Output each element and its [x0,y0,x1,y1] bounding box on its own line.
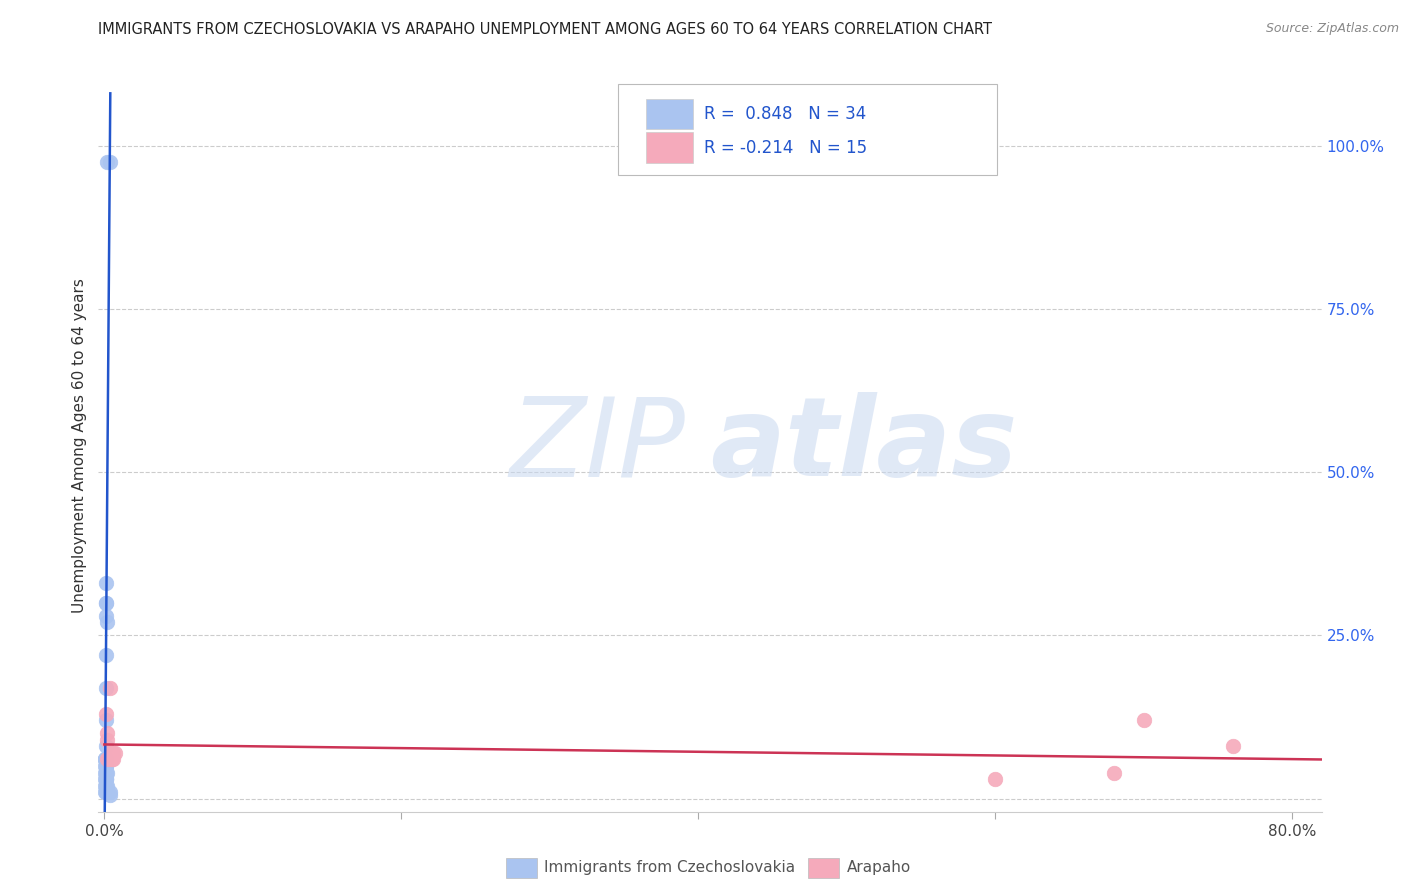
Point [94,759,117,773]
Point [94,765,117,780]
Point [96,765,118,780]
Point [103,752,125,766]
FancyBboxPatch shape [647,132,693,163]
Point [98,681,121,695]
FancyBboxPatch shape [619,84,997,176]
Point [103,746,125,760]
Point [94,772,117,786]
Point [94,648,117,662]
Point [94,596,117,610]
Point [94,596,117,610]
Text: atlas: atlas [710,392,1018,500]
Point [96,732,118,747]
Point [94,779,117,793]
Point [94,765,117,780]
Point [104,746,127,760]
Point [94,706,117,721]
Text: Immigrants from Czechoslovakia: Immigrants from Czechoslovakia [544,861,796,875]
Point [94,785,117,799]
Point [96,779,118,793]
Point [94,752,117,766]
Point [94,772,117,786]
Point [94,681,117,695]
Point [96,155,118,169]
Point [94,759,117,773]
Point [94,752,117,766]
Text: R =  0.848   N = 34: R = 0.848 N = 34 [704,105,866,123]
Point [94,772,117,786]
Point [1102,765,1125,780]
Point [96,615,118,630]
Point [98,752,121,766]
Point [94,714,117,728]
Point [96,752,118,766]
Text: ZIP: ZIP [510,392,686,500]
Text: Arapaho: Arapaho [846,861,911,875]
Point [98,789,121,803]
Point [94,779,117,793]
Point [94,608,117,623]
Point [94,752,117,766]
Point [94,759,117,773]
Point [94,772,117,786]
Point [101,746,124,760]
Text: IMMIGRANTS FROM CZECHOSLOVAKIA VS ARAPAHO UNEMPLOYMENT AMONG AGES 60 TO 64 YEARS: IMMIGRANTS FROM CZECHOSLOVAKIA VS ARAPAH… [98,22,993,37]
Point [96,726,118,740]
Point [94,739,117,754]
Y-axis label: Unemployment Among Ages 60 to 64 years: Unemployment Among Ages 60 to 64 years [72,278,87,614]
Point [98,155,121,169]
Point [98,785,121,799]
Point [94,765,117,780]
Point [984,772,1007,786]
Point [94,785,117,799]
Text: R = -0.214   N = 15: R = -0.214 N = 15 [704,138,868,157]
Point [94,752,117,766]
Point [94,576,117,591]
FancyBboxPatch shape [647,99,693,129]
Point [94,785,117,799]
Point [1222,739,1244,754]
Text: Source: ZipAtlas.com: Source: ZipAtlas.com [1265,22,1399,36]
Point [101,752,124,766]
Point [1132,714,1154,728]
